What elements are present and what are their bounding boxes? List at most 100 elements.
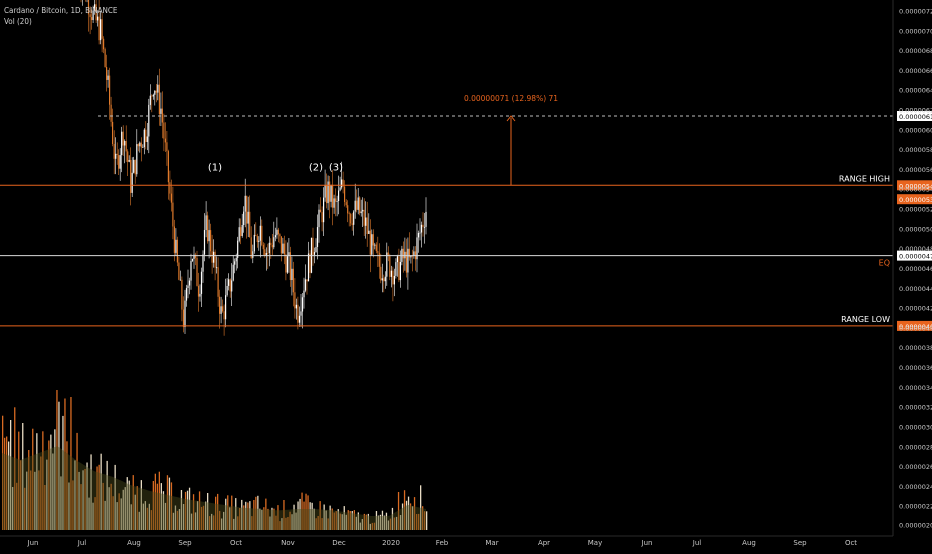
candle-body [262, 244, 264, 250]
candle-body [271, 245, 273, 248]
candle-body [393, 275, 395, 285]
candle-body [214, 251, 216, 268]
volume-bar [401, 503, 404, 530]
volume-bar [20, 460, 22, 530]
symbol-title[interactable]: Cardano / Bitcoin, 1D, BINANCE [4, 6, 118, 15]
candle-body [115, 153, 117, 159]
volume-bar [405, 500, 408, 530]
volume-bar [295, 512, 297, 530]
candle-body [140, 142, 142, 148]
candle-body [237, 240, 239, 258]
candle-body [365, 217, 367, 226]
candle-body [210, 230, 212, 252]
volume-bar [315, 518, 317, 530]
volume-bar [202, 505, 205, 530]
volume-bar [297, 501, 299, 530]
volume-bar [257, 495, 259, 530]
candle-body [423, 226, 426, 228]
volume-bar [158, 471, 160, 530]
candle-body [205, 215, 207, 230]
candle-body [378, 252, 380, 267]
volume-bar [345, 514, 347, 530]
time-tick-label: Feb [436, 539, 449, 547]
candle-body [109, 75, 111, 105]
volume-bar [4, 437, 6, 530]
candle-body [396, 256, 398, 263]
candle-body [116, 153, 118, 155]
volume-bar [407, 496, 410, 530]
candle-body [91, 17, 93, 20]
candle-body [329, 181, 331, 202]
candle-body [300, 311, 302, 316]
wave-label: (1) [208, 163, 222, 174]
candle-body [270, 242, 272, 245]
volume-bar [319, 501, 321, 530]
price-axis[interactable]: 0.00000720 0.00000700 0.00000680 0.00000660… [892, 0, 932, 536]
candle-body [347, 205, 349, 214]
volume-bar [303, 501, 305, 530]
volume-bar [413, 497, 416, 530]
volume-bar [40, 456, 42, 530]
candle-body [241, 225, 243, 236]
candle-body [377, 251, 379, 253]
volume-bar [219, 510, 221, 530]
volume-bar [100, 453, 102, 530]
candle-body [353, 211, 355, 225]
candle-body [193, 254, 195, 259]
time-tick-label: Dec [332, 539, 346, 547]
volume-bar [166, 475, 169, 530]
time-axis[interactable]: Jun Jul Aug Sep Oct Nov Dec 2020 Feb Mar Apr May Jun… [0, 535, 893, 547]
volume-bar [363, 513, 365, 530]
price-tick-label: 0.00000660 [899, 67, 932, 75]
candle-body [106, 67, 108, 80]
volume-bar [357, 512, 359, 530]
candle-body [267, 253, 269, 254]
candle-body [404, 251, 406, 259]
price-tick-label: 0.00000340 [899, 384, 932, 392]
volume-bar [46, 459, 48, 530]
candle-body [384, 276, 386, 282]
candle-body [197, 285, 200, 297]
candle-body [356, 200, 358, 210]
volume-bar [269, 516, 271, 530]
time-tick-label: Oct [230, 539, 242, 547]
candle-body [398, 256, 400, 281]
candle-body [413, 251, 415, 256]
volume-bar [309, 502, 311, 530]
candle-body [341, 179, 343, 188]
volume-bar [279, 521, 281, 530]
volume-bar [144, 501, 146, 530]
volume-bar [426, 511, 428, 530]
volume-bar [42, 431, 44, 530]
time-tick-label: Apr [538, 539, 550, 547]
volume-indicator-label[interactable]: Vol (20) [4, 17, 32, 26]
volume-bar [170, 482, 173, 530]
candle-body [170, 193, 172, 203]
volume-bar [52, 453, 54, 530]
volume-bar [174, 505, 177, 530]
candle-body [164, 138, 166, 143]
candle-body [360, 211, 362, 214]
volume-layer [2, 390, 428, 530]
volume-bar [130, 504, 132, 530]
candle-body [200, 271, 203, 294]
level-layer[interactable]: RANGE HIGH 0.00000544 EQ 0.00000473 RANGE LO… [0, 94, 932, 331]
candle-body [107, 75, 109, 80]
candle-body [118, 155, 120, 169]
level-label: RANGE LOW [841, 315, 890, 324]
volume-bar [48, 440, 50, 530]
price-tick-label: 0.00000540 [899, 186, 932, 194]
candle-body [136, 144, 138, 175]
candle-body [188, 280, 191, 286]
volume-bar [118, 493, 120, 530]
candle-body [228, 279, 230, 286]
chart-legend[interactable]: Cardano / Bitcoin, 1D, BINANCE Vol (20) [4, 5, 117, 27]
volume-bar [162, 491, 165, 530]
volume-bar [387, 520, 390, 530]
candle-body [202, 254, 204, 272]
candle-body [261, 225, 263, 245]
volume-bar [72, 480, 74, 530]
volume-bar [182, 504, 185, 530]
